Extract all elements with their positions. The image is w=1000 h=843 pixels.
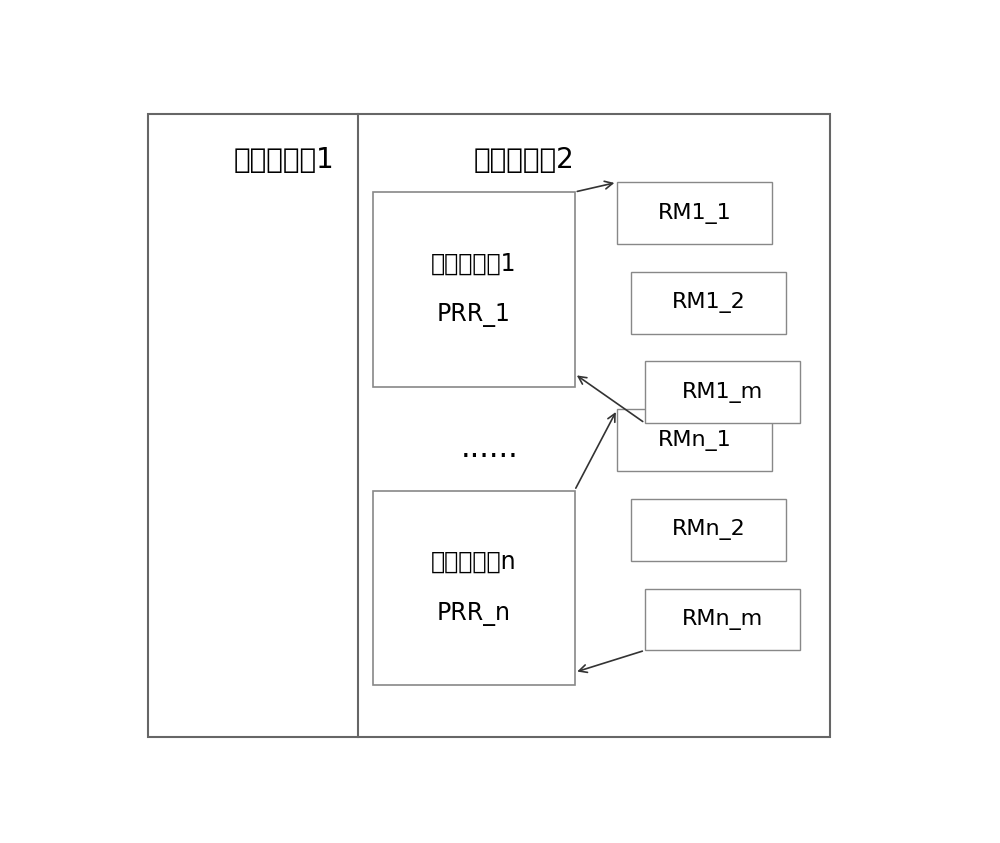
Bar <box>148 114 830 738</box>
Text: 可重构区域1: 可重构区域1 <box>431 251 516 276</box>
Text: RMn_m: RMn_m <box>682 609 763 630</box>
Bar <box>631 499 786 561</box>
Text: 可编程空间1: 可编程空间1 <box>234 146 334 174</box>
Text: PRR_1: PRR_1 <box>437 303 511 327</box>
Text: RMn_2: RMn_2 <box>672 519 745 540</box>
Text: RM1_1: RM1_1 <box>658 202 732 223</box>
Text: RM1_m: RM1_m <box>682 382 763 403</box>
Bar <box>645 362 800 423</box>
Text: 可编程空间2: 可编程空间2 <box>474 146 574 174</box>
Bar <box>373 192 574 387</box>
Bar <box>373 491 574 685</box>
Text: RM1_2: RM1_2 <box>672 293 745 314</box>
Bar <box>645 588 800 650</box>
Text: 可重构区域n: 可重构区域n <box>431 550 517 574</box>
Text: ......: ...... <box>460 434 518 463</box>
Bar <box>617 182 772 244</box>
Text: RMn_1: RMn_1 <box>658 430 732 451</box>
Bar <box>631 272 786 334</box>
Text: PRR_n: PRR_n <box>437 602 511 626</box>
Bar <box>617 410 772 471</box>
